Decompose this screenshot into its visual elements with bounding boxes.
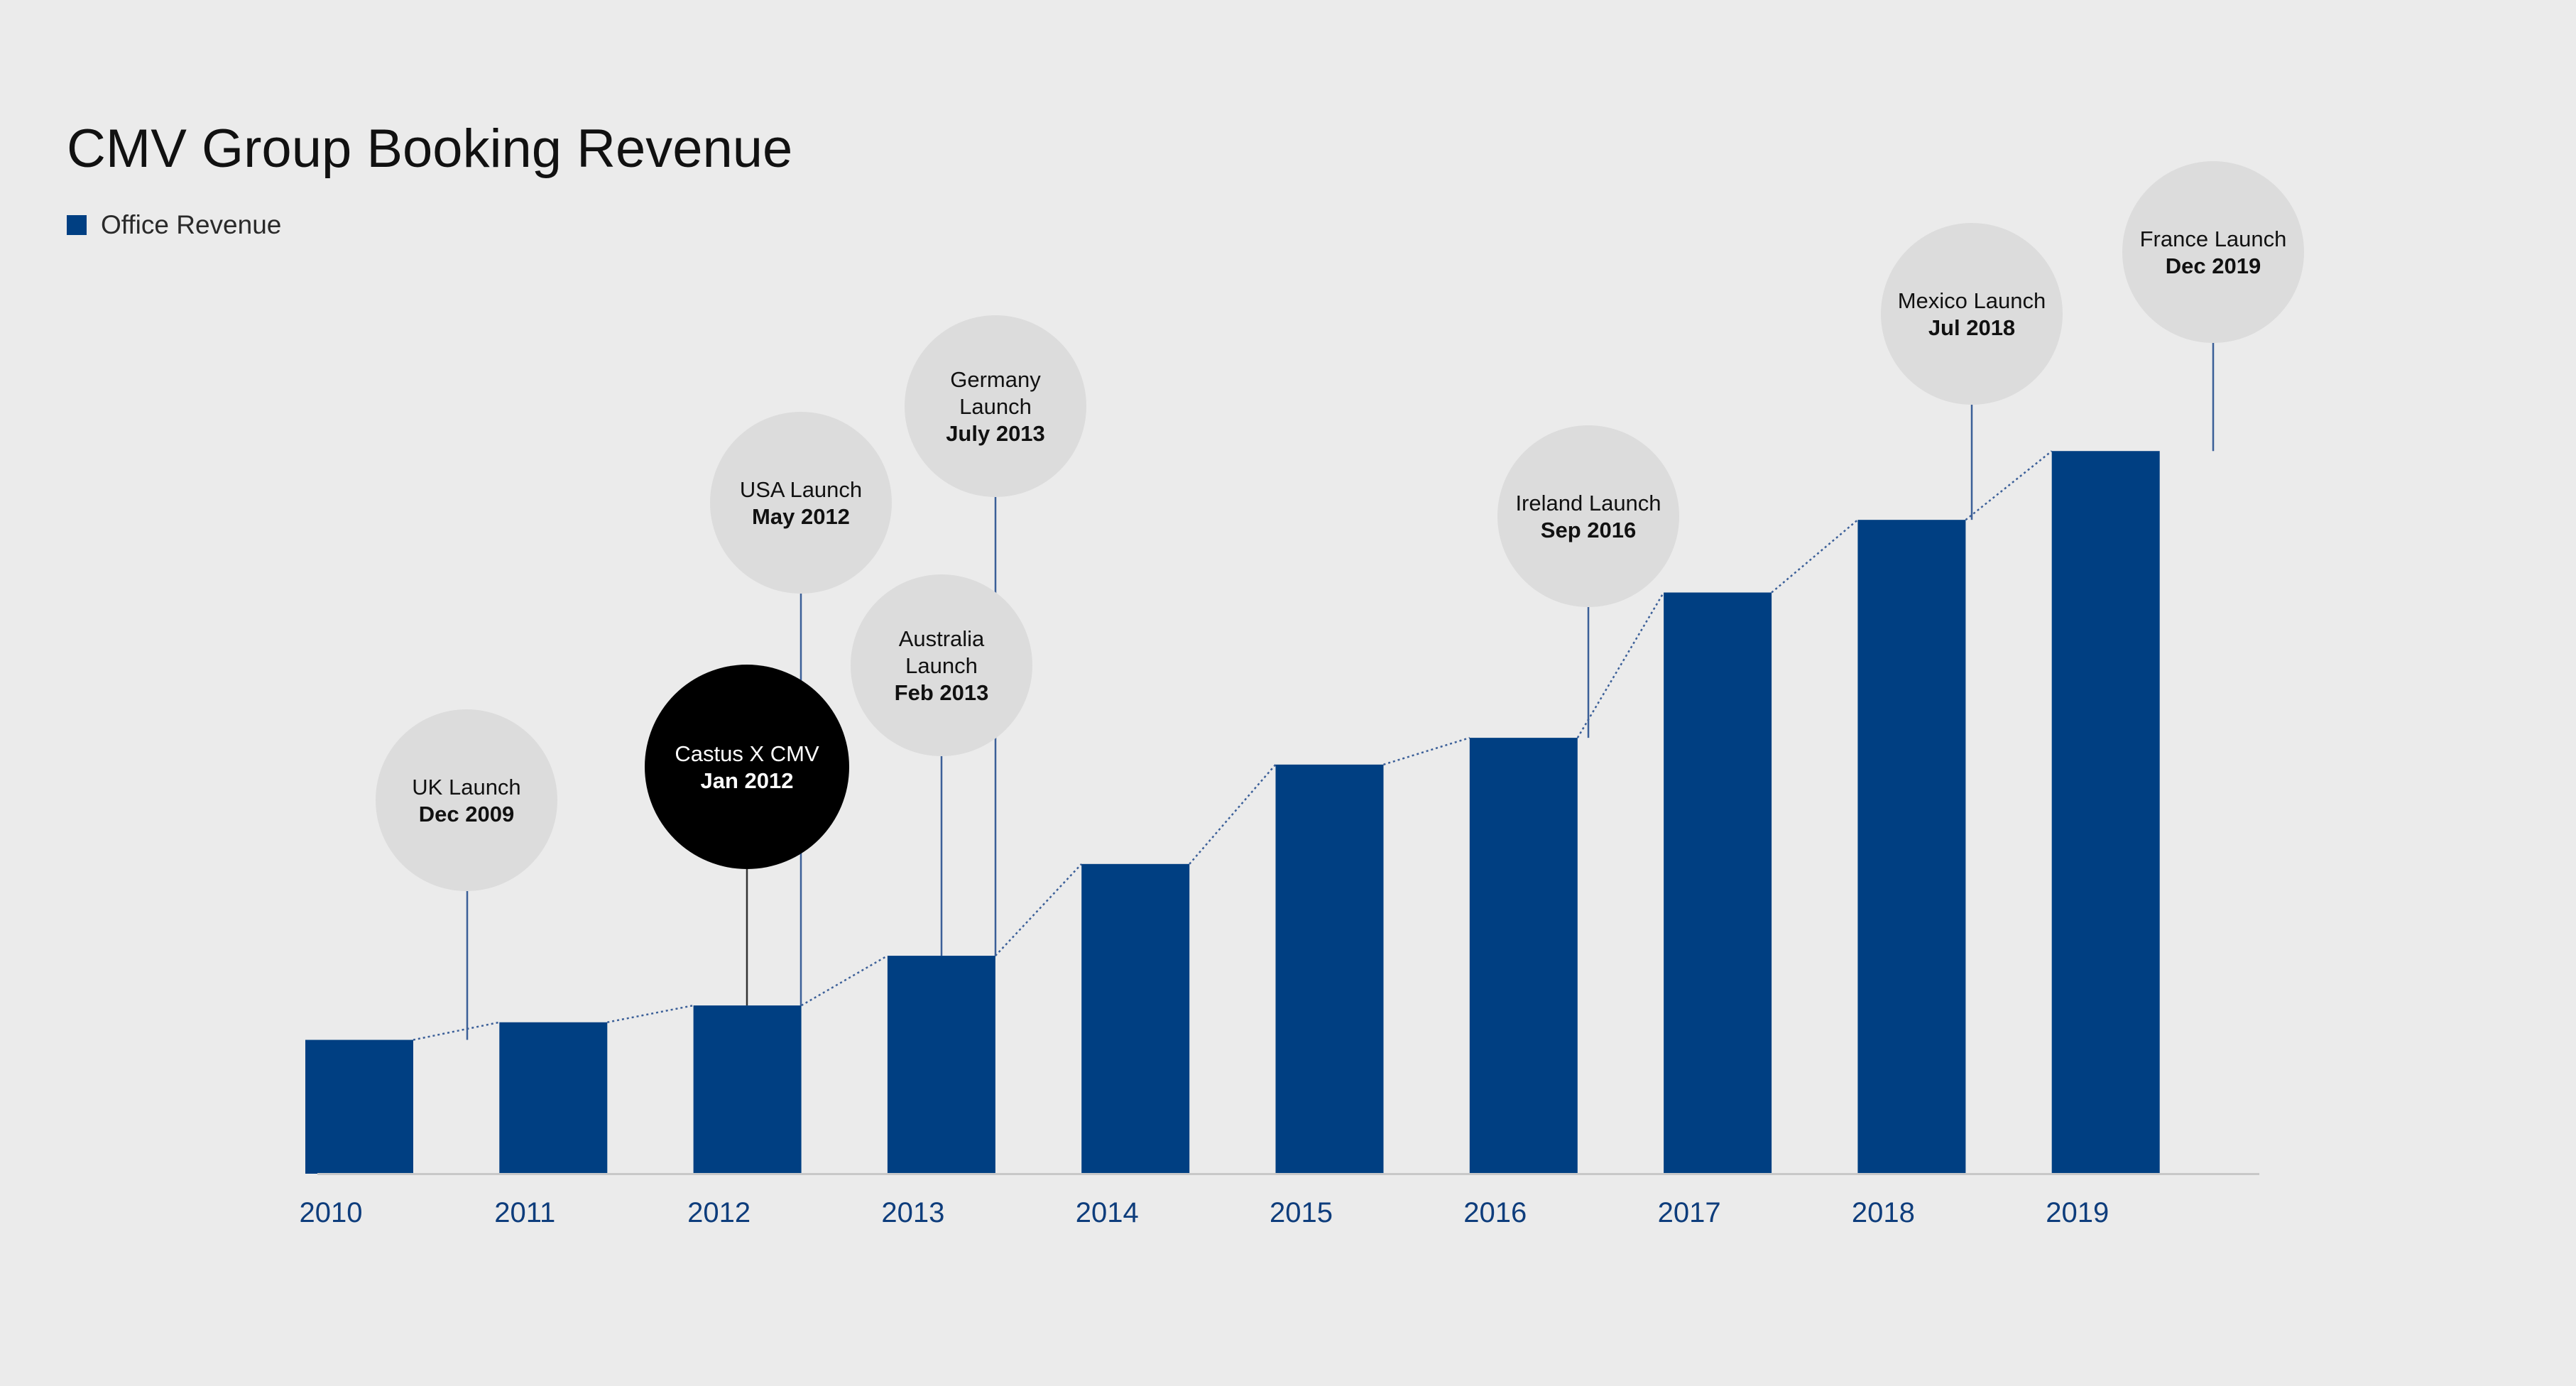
annotation-date: Jan 2012 xyxy=(701,768,794,793)
annotation-label: Castus X CMV xyxy=(675,741,819,766)
annotation-label: Germany xyxy=(950,367,1041,392)
annotation-date: July 2013 xyxy=(946,421,1045,446)
annotation-bubble xyxy=(1881,223,2063,405)
annotation-date: Dec 2009 xyxy=(419,802,514,826)
annotation-label: UK Launch xyxy=(412,775,520,800)
annotation-bubble xyxy=(376,709,557,891)
x-tick-label-2015: 2015 xyxy=(1270,1197,1333,1228)
bar-2011 xyxy=(499,1022,608,1174)
legend-label: Office Revenue xyxy=(101,210,282,239)
bar-2016 xyxy=(1469,738,1578,1174)
x-tick-label-2013: 2013 xyxy=(881,1197,944,1228)
annotation-date: Sep 2016 xyxy=(1541,518,1636,542)
trend-segment-2012 xyxy=(800,954,888,1007)
trend-segment-2010 xyxy=(413,1021,500,1041)
bar-2010 xyxy=(305,1040,413,1174)
ticks-layer: 2010 2011 2012 2013 2014 2015 2016 2017 2018 2019 xyxy=(300,1197,2110,1228)
x-tick-label-2014: 2014 xyxy=(1076,1197,1139,1228)
legend: Office Revenue xyxy=(67,210,281,240)
annotation-label: Australia xyxy=(899,626,985,651)
x-tick-label-2011: 2011 xyxy=(494,1197,555,1228)
annotation-bubble xyxy=(710,412,892,594)
annotation-bubble xyxy=(905,315,1086,497)
annotation-label: France Launch xyxy=(2140,227,2287,251)
annotation-label: Launch xyxy=(959,394,1032,419)
trend-segment-2016 xyxy=(1576,591,1665,738)
annotation-label: Launch xyxy=(905,653,978,678)
trend-segment-2011 xyxy=(607,1004,694,1023)
bar-2019 xyxy=(2051,451,2160,1174)
x-tick-label-2019: 2019 xyxy=(2046,1197,2109,1228)
annotation-bubble xyxy=(2122,161,2304,343)
bar-2015 xyxy=(1275,764,1384,1174)
annotation-bubble xyxy=(645,665,849,869)
annotation-ireland-launch-sep-2016: Ireland Launch Sep 2016 xyxy=(1497,425,1679,607)
bar-2013 xyxy=(887,956,995,1174)
x-tick-label-2012: 2012 xyxy=(687,1197,751,1228)
x-tick-label-2018: 2018 xyxy=(1852,1197,1915,1228)
trend-segment-2015 xyxy=(1383,736,1470,765)
bar-2012 xyxy=(693,1005,802,1174)
legend-swatch xyxy=(67,215,87,235)
chart-title: CMV Group Booking Revenue xyxy=(67,119,793,179)
annotation-bubble xyxy=(851,574,1032,756)
trend-segment-2017 xyxy=(1771,519,1859,594)
bar-2017 xyxy=(1664,592,1772,1174)
bar-2014 xyxy=(1081,863,1190,1174)
annotation-date: Dec 2019 xyxy=(2166,253,2261,278)
annotation-label: USA Launch xyxy=(740,477,862,502)
x-tick-label-2017: 2017 xyxy=(1658,1197,1721,1228)
trend-segment-2018 xyxy=(1965,450,2053,521)
bar-2018 xyxy=(1857,520,1966,1174)
annotation-date: Feb 2013 xyxy=(895,680,989,705)
annotation-bubble xyxy=(1497,425,1679,607)
x-tick-label-2010: 2010 xyxy=(300,1197,363,1228)
trend-layer xyxy=(413,450,2053,1041)
annotation-label: Ireland Launch xyxy=(1515,491,1661,515)
bars-layer xyxy=(305,451,2160,1174)
x-tick-label-2016: 2016 xyxy=(1463,1197,1527,1228)
annotation-label: Mexico Launch xyxy=(1898,288,2046,313)
annotation-date: May 2012 xyxy=(752,504,850,529)
annotation-date: Jul 2018 xyxy=(1928,315,2015,340)
trend-segment-2014 xyxy=(1189,763,1277,865)
trend-segment-2013 xyxy=(994,863,1083,956)
